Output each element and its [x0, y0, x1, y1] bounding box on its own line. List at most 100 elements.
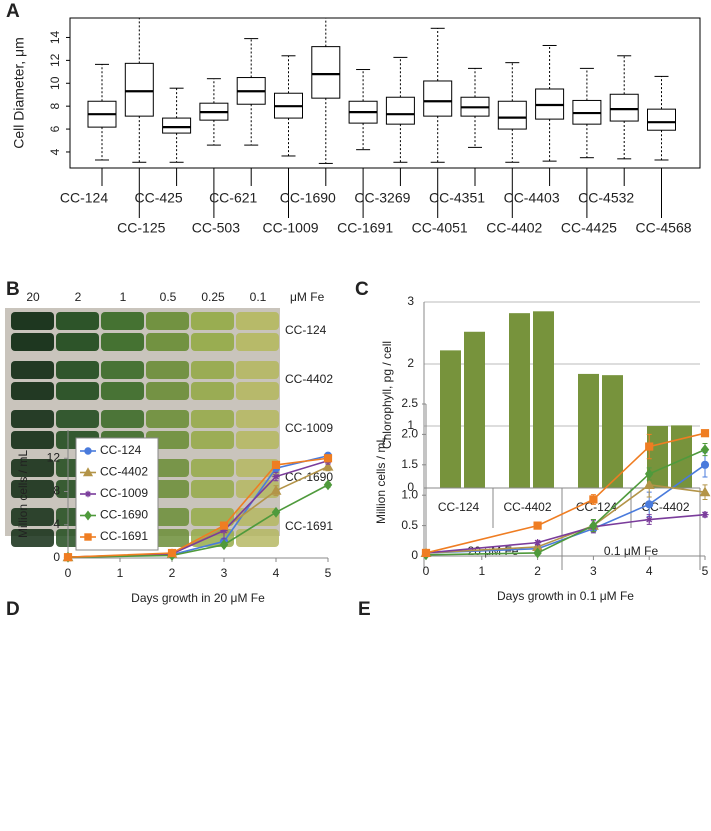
x-tick-label: CC-4403 — [504, 190, 560, 206]
y-tick-label: 1.0 — [401, 487, 418, 501]
tube — [101, 333, 144, 351]
marker — [272, 472, 280, 481]
panel-letter: C — [355, 279, 369, 300]
legend-marker — [84, 510, 92, 521]
marker — [63, 553, 73, 562]
column-label: 2 — [75, 290, 82, 304]
y-axis-label: Million cells / mL — [374, 436, 388, 524]
marker — [219, 521, 229, 530]
x-tick-label: CC-4568 — [635, 220, 691, 236]
y-tick-label: 1 — [407, 418, 414, 432]
tube — [236, 312, 279, 330]
tube — [56, 410, 99, 428]
panel-letter: A — [6, 1, 20, 22]
tube — [11, 480, 54, 498]
tube — [191, 480, 234, 498]
y-tick-label: 0.5 — [401, 518, 418, 532]
legend-label: CC-1691 — [100, 529, 148, 543]
tube — [191, 382, 234, 400]
box — [124, 62, 154, 117]
x-tick-label: CC-4051 — [412, 220, 468, 236]
group-label: 0.1 μM Fe — [604, 544, 659, 558]
tube — [11, 431, 54, 449]
legend-marker — [84, 533, 92, 541]
bar — [647, 426, 668, 488]
x-tick-label: CC-4402 — [641, 500, 689, 514]
row-label: CC-1009 — [285, 421, 333, 435]
panel-letter: E — [358, 599, 371, 620]
x-tick-label: 3 — [590, 564, 597, 578]
tube — [236, 382, 279, 400]
y-tick-label: 10 — [48, 76, 62, 90]
y-tick-label: 1.5 — [401, 457, 418, 471]
marker — [644, 468, 654, 480]
y-tick-label: 6 — [48, 125, 62, 132]
box — [162, 117, 192, 134]
tube — [56, 382, 99, 400]
y-axis-label: Cell Diameter, μm — [11, 37, 27, 149]
x-tick-label: 5 — [702, 564, 709, 578]
tube — [11, 508, 54, 526]
legend-marker — [84, 490, 92, 498]
x-tick-label: 2 — [534, 564, 541, 578]
tube — [11, 410, 54, 428]
marker — [533, 547, 542, 559]
marker — [533, 521, 542, 530]
tube — [101, 312, 144, 330]
x-tick-label: CC-503 — [192, 220, 240, 236]
bar — [671, 425, 692, 488]
tube — [56, 333, 99, 351]
x-tick-label: 3 — [221, 566, 228, 580]
tube — [236, 431, 279, 449]
x-tick-label: 5 — [325, 566, 332, 580]
x-tick-label: CC-4532 — [578, 190, 634, 206]
legend-label: CC-1009 — [100, 486, 148, 500]
box — [385, 96, 415, 125]
marker — [701, 511, 709, 519]
boxes — [87, 18, 676, 164]
y-tick-label: 0 — [407, 480, 414, 494]
bar — [464, 331, 485, 488]
marker — [323, 454, 333, 463]
box — [311, 46, 341, 99]
y-tick-label: 12 — [48, 53, 62, 67]
tube — [146, 410, 189, 428]
box — [647, 108, 676, 131]
tube — [11, 361, 54, 379]
x-tick-label: 1 — [117, 566, 124, 580]
y-tick-label: 4 — [53, 517, 60, 531]
tube — [236, 410, 279, 428]
x-tick-label: CC-1690 — [280, 190, 336, 206]
marker — [220, 526, 228, 535]
y-axis-label: Million cells / mL — [16, 450, 30, 538]
tube — [146, 333, 189, 351]
bar — [533, 311, 554, 488]
x-tick-label: CC-3269 — [354, 190, 410, 206]
y-tick-label: 8 — [53, 484, 60, 498]
tube — [236, 459, 279, 477]
bar — [509, 313, 530, 488]
tube — [56, 312, 99, 330]
tube — [236, 333, 279, 351]
y-tick-label: 0 — [53, 550, 60, 564]
marker — [322, 460, 334, 471]
y-tick-label: 0 — [411, 548, 418, 562]
legend-label: CC-4402 — [100, 465, 148, 479]
tube — [236, 529, 279, 547]
y-tick-label: 4 — [48, 148, 62, 155]
column-label: 1 — [120, 290, 127, 304]
x-tick-label: CC-1691 — [337, 220, 393, 236]
legend-label: CC-124 — [100, 443, 142, 457]
tube — [11, 333, 54, 351]
x-tick-label: 4 — [646, 564, 653, 578]
x-tick-label: CC-425 — [134, 190, 182, 206]
marker — [645, 515, 653, 524]
marker — [219, 539, 229, 551]
marker — [270, 485, 282, 495]
legend-marker — [84, 447, 92, 455]
tube — [101, 410, 144, 428]
marker — [645, 500, 654, 509]
row-label: CC-124 — [285, 323, 327, 337]
tube — [191, 459, 234, 477]
